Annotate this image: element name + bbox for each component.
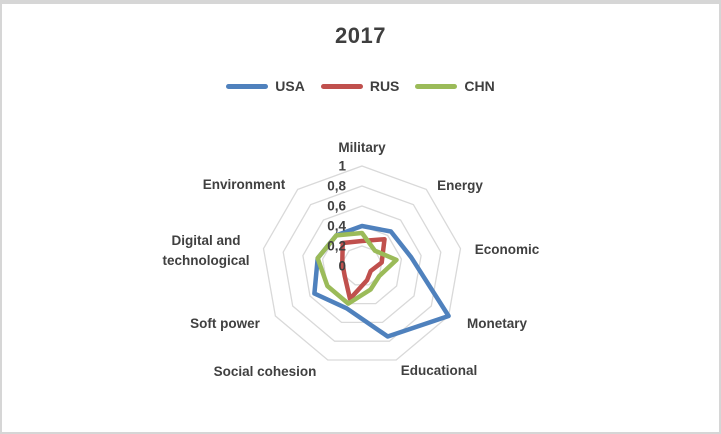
- radial-tick-label: 0,6: [327, 199, 346, 214]
- series-polygon-chn: [315, 230, 399, 306]
- axis-label-energy: Energy: [437, 178, 483, 193]
- axis-label-educational: Educational: [401, 363, 478, 378]
- legend-item-chn: CHN: [415, 78, 495, 94]
- axis-label-economic: Economic: [475, 242, 540, 257]
- legend-label-usa: USA: [275, 78, 305, 94]
- legend-swatch-chn: [415, 83, 458, 89]
- legend-swatch-usa: [226, 83, 269, 89]
- radial-tick-label: 0,4: [327, 219, 346, 234]
- grid-ring: [282, 185, 442, 342]
- axis-label-monetary: Monetary: [467, 316, 528, 331]
- legend-swatch-rus: [320, 83, 363, 89]
- axis-label-environment: Environment: [203, 177, 286, 192]
- axis-label-military: Military: [338, 140, 386, 155]
- radial-tick-label: 0: [338, 259, 346, 274]
- legend-label-rus: RUS: [369, 78, 400, 94]
- legend-item-rus: RUS: [320, 78, 400, 94]
- radar-plot: 0 0,2 0,4 0,6 0,8 1 Military Energy Economic Mone…: [162, 140, 540, 379]
- axis-label-digital-and-technological: Digital and technological: [162, 233, 249, 268]
- legend: USA RUS CHN: [2, 78, 719, 94]
- series-polygon-rus: [340, 236, 387, 302]
- legend-item-usa: USA: [226, 78, 305, 94]
- axis-label-social-cohesion: Social cohesion: [214, 364, 317, 379]
- grid-ring: [262, 165, 462, 361]
- chart-title: 2017: [335, 23, 386, 48]
- radial-tick-label: 0,2: [327, 239, 346, 254]
- legend-label-chn: CHN: [464, 78, 495, 94]
- radial-tick-label: 0,8: [327, 179, 346, 194]
- axis-label-soft-power: Soft power: [190, 316, 260, 331]
- radial-tick-label: 1: [338, 159, 346, 174]
- grid-ring: [302, 205, 422, 324]
